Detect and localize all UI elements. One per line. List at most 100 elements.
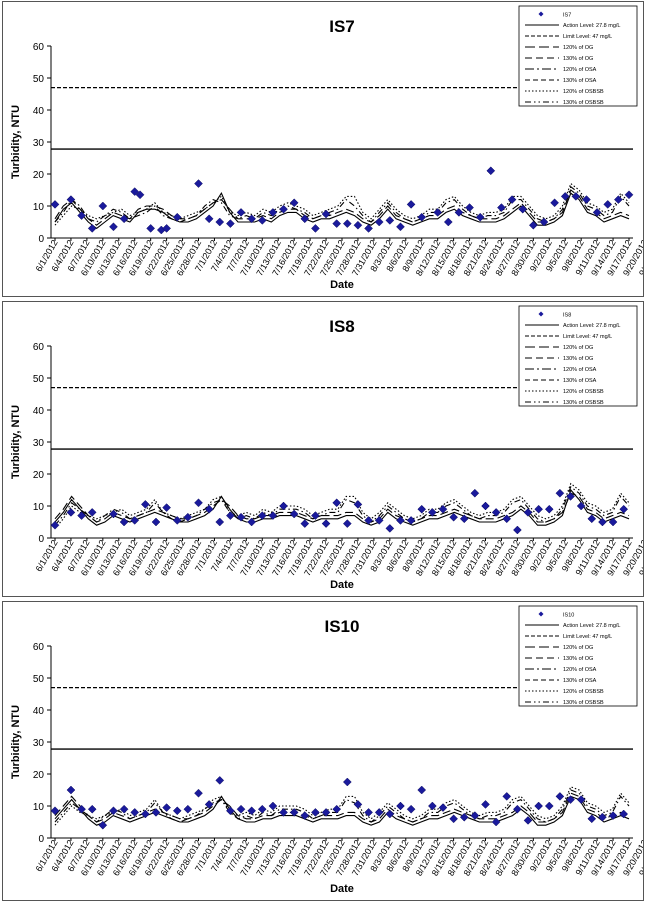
data-point	[289, 509, 299, 519]
data-point	[374, 217, 384, 227]
data-point	[555, 488, 565, 498]
data-point	[50, 806, 60, 816]
legend-label: 120% of OG	[563, 45, 593, 51]
data-point	[130, 187, 140, 196]
data-point	[598, 812, 607, 822]
data-point	[619, 504, 629, 514]
data-point	[332, 498, 342, 508]
data-point	[385, 524, 395, 533]
data-point	[140, 809, 150, 819]
data-point	[427, 508, 437, 517]
data-point	[215, 776, 225, 785]
legend-marker	[538, 311, 544, 317]
data-point	[140, 500, 150, 509]
series-line	[54, 792, 630, 823]
data-point	[619, 809, 629, 819]
data-point	[77, 804, 86, 814]
legend-label: 120% of OSBSB	[563, 89, 604, 95]
legend-label: 120% of OG	[563, 645, 593, 651]
x-axis-label: Date	[330, 883, 354, 895]
data-point	[257, 804, 267, 814]
data-point	[119, 517, 129, 527]
legend-label: 120% of OSA	[563, 667, 597, 673]
legend-box	[518, 605, 638, 707]
legend-box	[518, 305, 638, 407]
y-tick-label: 0	[38, 834, 44, 845]
data-point	[396, 801, 405, 811]
data-point	[576, 501, 586, 511]
data-point	[587, 814, 597, 824]
data-point	[364, 516, 373, 525]
data-point	[443, 217, 453, 227]
data-point	[300, 214, 310, 224]
legend-box	[518, 5, 638, 107]
y-tick-label: 30	[33, 738, 45, 749]
data-point	[459, 514, 469, 524]
data-point	[433, 208, 443, 217]
data-point	[257, 511, 267, 520]
data-point	[523, 508, 533, 517]
legend-label: IS8	[563, 313, 571, 319]
data-point	[130, 808, 140, 817]
data-point	[417, 212, 427, 222]
legend-label: 120% of OSA	[563, 367, 597, 373]
legend-label: Action Level: 27.8 mg/L	[563, 23, 620, 29]
data-point	[342, 519, 352, 528]
data-point	[109, 509, 118, 519]
data-point	[226, 511, 235, 520]
y-tick-label: 10	[33, 202, 45, 213]
data-point	[183, 804, 193, 814]
data-point	[475, 212, 485, 222]
data-point	[236, 804, 246, 814]
y-tick-label: 40	[33, 406, 45, 417]
data-point	[247, 214, 257, 224]
data-point	[311, 224, 320, 233]
data-point	[470, 811, 480, 820]
data-point	[194, 788, 203, 798]
data-point	[172, 212, 182, 222]
legend-label: 130% of OG	[563, 356, 593, 362]
data-point	[523, 816, 533, 825]
legend-label: Limit Level: 47 mg/L	[563, 334, 612, 340]
y-tick-label: 40	[33, 706, 45, 717]
data-point	[364, 808, 373, 817]
data-point	[162, 503, 171, 512]
data-point	[598, 517, 607, 527]
data-point	[592, 208, 602, 217]
series-line	[54, 485, 630, 526]
data-point	[406, 200, 416, 209]
y-tick-label: 0	[38, 234, 44, 245]
data-point	[364, 224, 373, 233]
data-point	[481, 501, 490, 511]
data-point	[438, 504, 448, 514]
chart-panel-is8: IS8 0 10 20 30 40 50 60 Turbidity, NTU 6/1/2012 6/…	[2, 301, 644, 597]
legend: IS7 Action Level: 27.8 mg/L Limit Level: 4…	[518, 5, 638, 107]
y-tick-label: 50	[33, 374, 45, 385]
data-point	[528, 220, 538, 230]
legend-label: 130% of OSBSB	[563, 100, 604, 106]
legend-label: 130% of OSA	[563, 378, 597, 384]
data-point	[624, 190, 634, 200]
data-point	[194, 498, 203, 508]
data-point	[534, 801, 544, 811]
y-tick-label: 10	[33, 802, 45, 813]
y-tick-label: 30	[33, 138, 45, 149]
data-point	[566, 492, 575, 501]
chart-title: IS8	[329, 317, 355, 336]
legend-marker	[538, 611, 544, 617]
data-point	[311, 511, 320, 520]
data-point	[300, 519, 310, 528]
data-point	[470, 488, 480, 498]
data-point	[486, 166, 496, 176]
data-point	[87, 224, 97, 233]
legend-label: 130% of OSBSB	[563, 400, 604, 406]
data-point	[560, 192, 570, 201]
series-line	[54, 185, 630, 223]
x-axis-label: Date	[330, 579, 354, 591]
data-point	[77, 511, 86, 520]
data-point	[544, 504, 554, 514]
data-point	[119, 214, 129, 224]
data-point	[332, 804, 342, 814]
legend-marker	[538, 11, 544, 17]
